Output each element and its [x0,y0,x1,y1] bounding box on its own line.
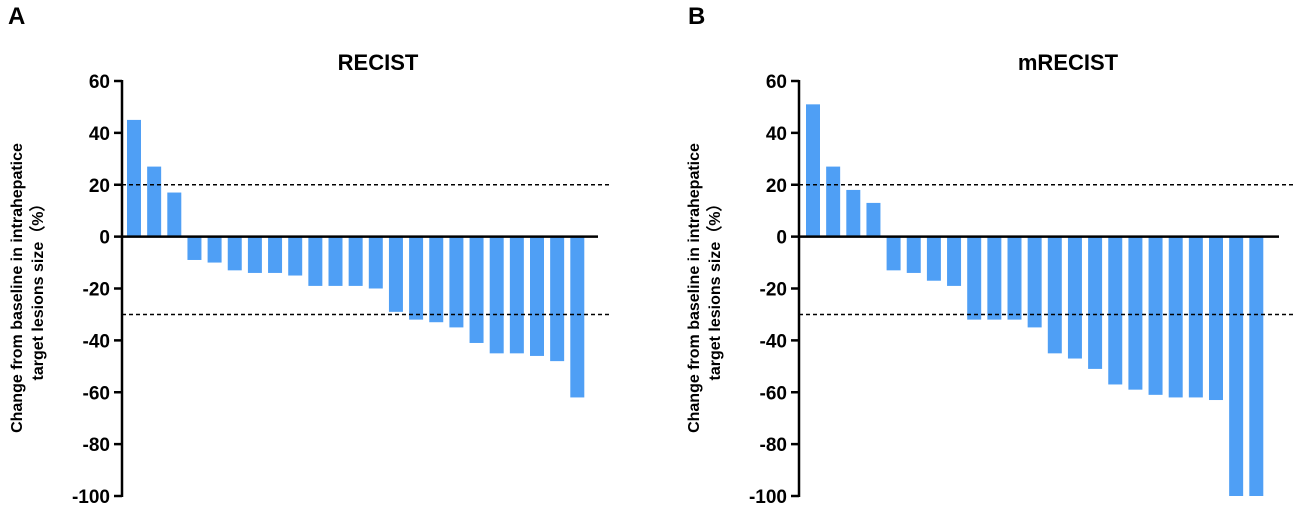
panel-b-bar [926,236,941,281]
panel-a-y-tick-label: 20 [89,176,110,197]
panel-b-bar [806,104,820,237]
panel-b-bar [886,236,901,271]
panel-a-bar [368,236,383,289]
panel-a-bar [328,236,343,286]
panel-b-bar [1249,236,1264,496]
panel-b-y-tick-label: -80 [760,435,787,456]
panel-a-bar [147,166,162,237]
panel-b-bar [906,236,921,273]
panel-a-y-tick-label: -100 [72,487,110,508]
panel-a-bar [530,236,544,356]
panel-b-y-tick-label: -40 [760,331,787,352]
panel-a: A RECIST Change from baseline in intrahe… [8,3,612,508]
panel-a-bar [348,236,363,286]
panel-b-y-tick-label: -60 [760,383,787,404]
panel-b-bar [1188,236,1203,398]
panel-b-bar [1007,236,1022,320]
panel-b-bar [1148,236,1163,395]
panel-a-bar [187,236,202,260]
panel-b-bar [987,236,1002,320]
panel-a-bar [550,236,565,362]
panel-a-y-tick-label: -40 [83,331,110,352]
panel-b-y-axis-label-line1: Change from baseline in intrahepatice [686,143,703,433]
panel-b-bar [866,202,881,237]
panel-b-y-tick-label: 40 [766,124,787,145]
panel-a-title: RECIST [338,50,419,75]
panel-b-label: B [688,3,705,30]
panel-a-y-tick-label: -60 [83,383,110,404]
panel-b-plot: 60 40 20 0 -20 -40 -60 -80 -100 [749,72,1293,508]
panel-a-y-tick-label: 40 [89,124,110,145]
panel-a-bar [247,236,262,273]
panel-b-y-axis-label-line2: target lesions size（%） [706,196,724,381]
panel-a-bar [268,236,283,273]
panel-a-bar [167,192,182,237]
panel-b-y-tick-label: 0 [776,228,787,249]
panel-b-bar [1047,236,1062,354]
panel-a-bar [449,236,464,328]
panel-b-bar [826,166,841,237]
panel-b-y-tick-label: 60 [766,72,787,93]
panel-a-bar [409,236,424,320]
panel-a-y-axis-label-line2: target lesions size（%） [29,196,47,381]
panel-b-bar [1209,236,1223,401]
panel-b-bar [1088,236,1103,369]
panel-b-bar [1229,236,1244,496]
panel-a-plot: 60 40 20 0 -20 -40 -60 -80 -100 [72,72,612,508]
panel-a-bar [570,236,585,398]
panel-a-bar [388,236,403,312]
panel-a-y-tick-label: -80 [83,435,110,456]
panel-b: B mRECIST Change from baseline in intrah… [686,3,1293,508]
panel-a-bar [509,236,524,354]
panel-b-y-tick-label: -100 [749,487,787,508]
panel-b-bar [1128,236,1143,390]
panel-b-y-tick-label: 20 [766,176,787,197]
panel-b-bar [1168,236,1183,398]
panel-a-y-tick-label: 60 [89,72,110,93]
panel-b-bar [1027,236,1042,328]
panel-b-y-tick-label: -20 [760,280,787,301]
panel-a-bar [127,119,141,237]
panel-b-bar [1108,236,1123,385]
panel-b-bar [967,236,982,320]
panel-a-y-tick-label: -20 [83,280,110,301]
panel-a-label: A [8,3,25,30]
panel-b-bar [1067,236,1082,359]
panel-a-y-axis-label-line1: Change from baseline in intrahepatice [9,143,26,433]
panel-b-bar [947,236,962,286]
panel-a-bar [489,236,504,354]
panel-a-bar [429,236,444,323]
panel-a-bar [227,236,242,271]
panel-a-bar [469,236,484,343]
panel-b-bar [846,189,861,237]
panel-a-y-tick-label: 0 [99,228,110,249]
panel-b-title: mRECIST [1018,50,1119,75]
panel-a-bar [308,236,323,286]
panel-a-bar [207,236,222,263]
panel-a-bar [288,236,303,276]
